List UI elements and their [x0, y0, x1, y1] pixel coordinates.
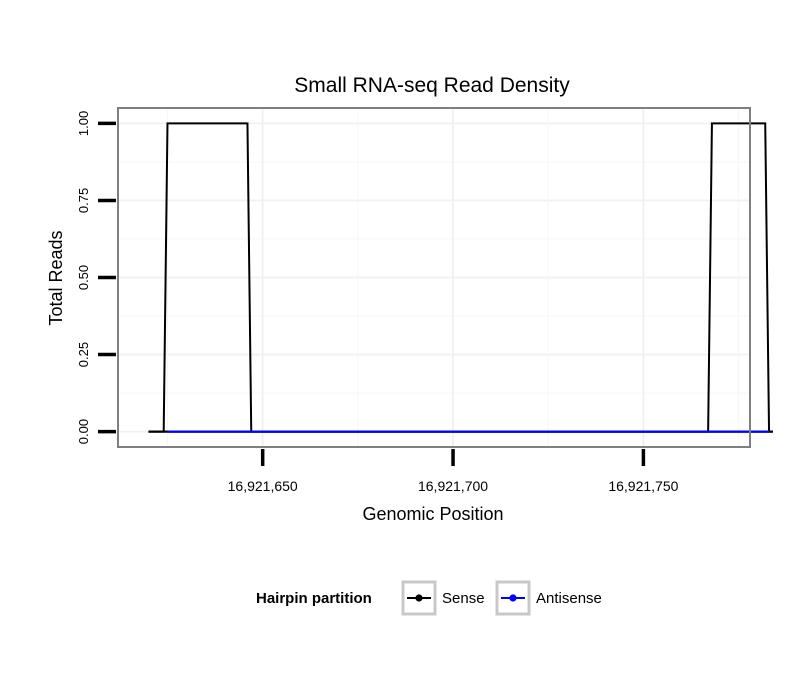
legend-items: Sense Antisense	[401, 580, 602, 616]
chart-title: Small RNA-seq Read Density	[294, 74, 570, 97]
legend-key-point	[509, 594, 517, 602]
y-tick-label: 0.50	[76, 265, 91, 290]
x-axis-label: Genomic Position	[362, 504, 503, 524]
legend-item-antisense: Antisense	[495, 580, 602, 616]
plot-border	[117, 107, 751, 448]
y-axis-label: Total Reads	[46, 230, 66, 325]
legend-label-sense: Sense	[442, 590, 485, 607]
y-axis: 0.00 0.25 0.50 0.75 1.00	[76, 111, 116, 444]
y-tick-label: 0.00	[76, 419, 91, 444]
legend-item-sense: Sense	[401, 580, 485, 616]
legend: Hairpin partition Sense Antisense	[256, 580, 602, 616]
y-tick-label: 1.00	[76, 111, 91, 136]
legend-label-antisense: Antisense	[536, 590, 602, 607]
x-axis: 16,921,650 16,921,700 16,921,750	[228, 449, 679, 494]
series-layer	[148, 122, 773, 433]
x-tick-label: 16,921,650	[228, 478, 298, 494]
y-tick-label: 0.25	[76, 342, 91, 367]
legend-key-point	[415, 594, 423, 602]
y-tick-label: 0.75	[76, 188, 91, 213]
x-tick-label: 16,921,700	[418, 478, 488, 494]
legend-title: Hairpin partition	[256, 590, 372, 607]
x-tick-label: 16,921,750	[608, 478, 678, 494]
